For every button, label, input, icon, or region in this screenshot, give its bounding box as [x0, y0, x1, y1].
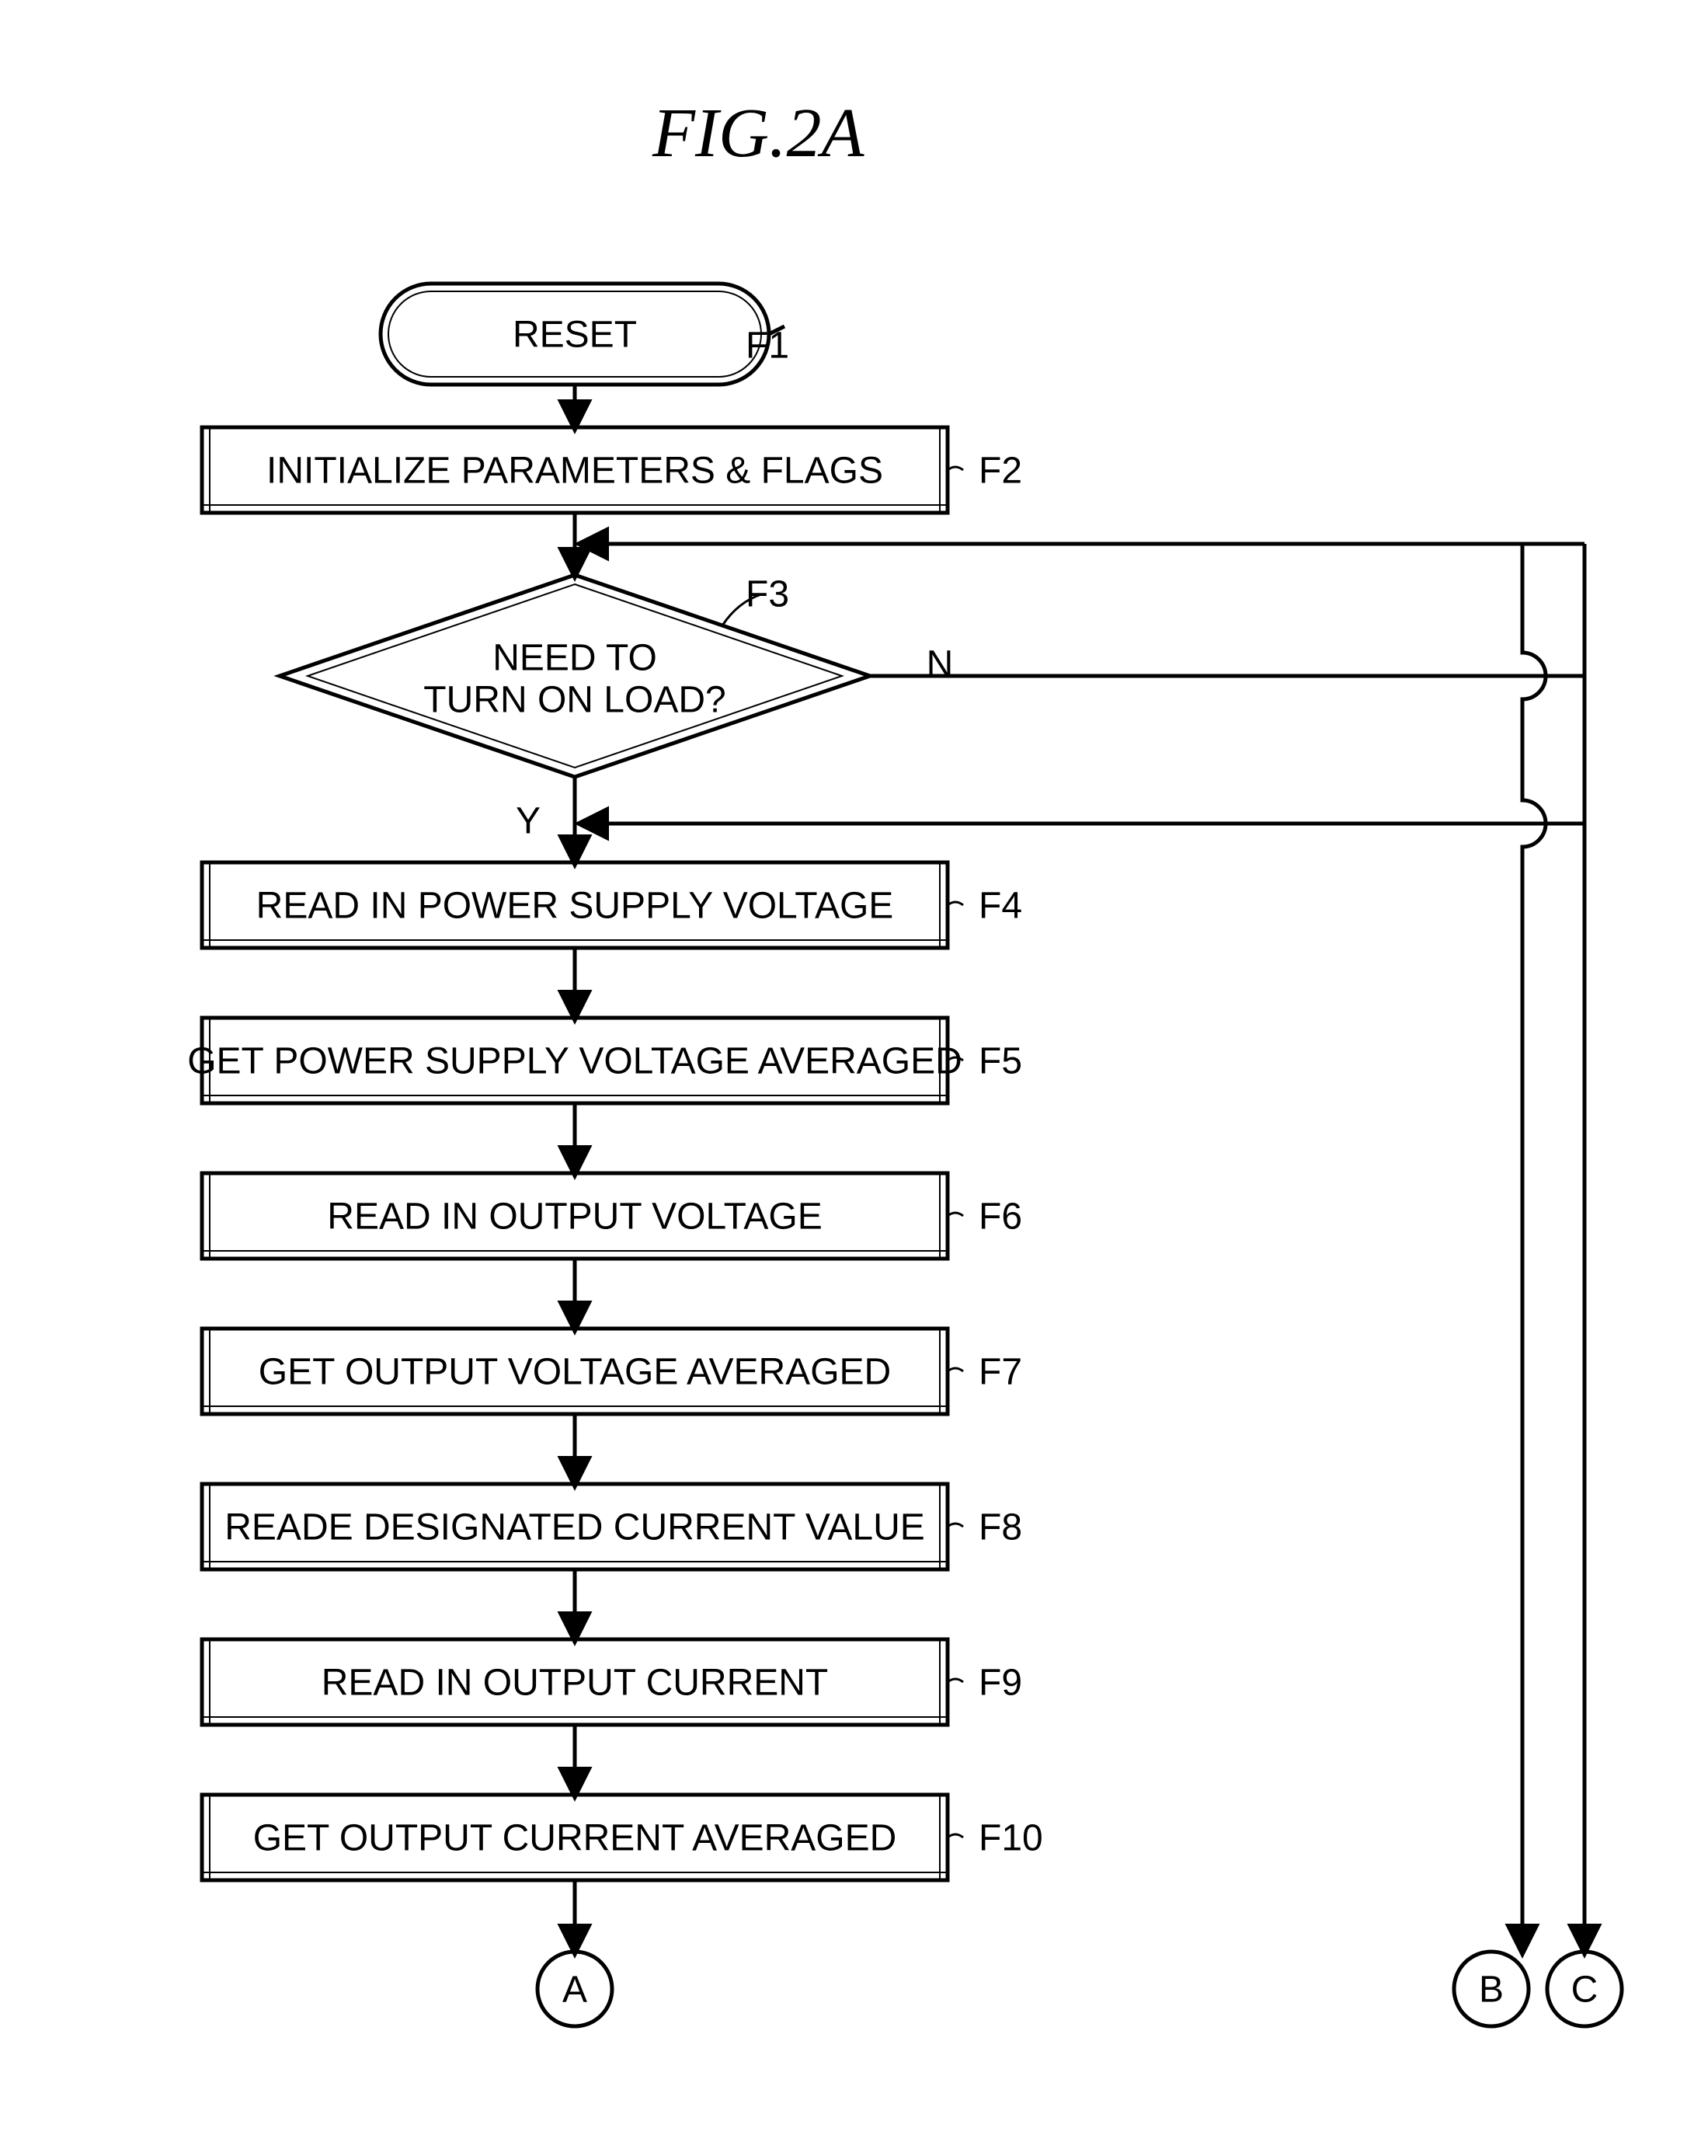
node-tag: F4	[979, 886, 1022, 927]
branch-label: Y	[516, 801, 541, 842]
process-label: READ IN POWER SUPPLY VOLTAGE	[256, 886, 894, 927]
node-tag: F5	[979, 1041, 1022, 1082]
process-label: GET POWER SUPPLY VOLTAGE AVERAGED	[187, 1041, 962, 1082]
connector-label: C	[1571, 1970, 1598, 2011]
process-label: READ IN OUTPUT VOLTAGE	[327, 1196, 822, 1238]
flowchart-canvas: RESET F1 INITIALIZE PARAMETERS & FLAGS F2 RE…	[0, 0, 1708, 2156]
node-tag: F8	[979, 1507, 1022, 1548]
node-tag: F7	[979, 1352, 1022, 1393]
node-tag: F10	[979, 1818, 1043, 1859]
process-label: READ IN OUTPUT CURRENT	[322, 1663, 828, 1704]
decision-label: NEED TO	[492, 638, 657, 679]
node-tag: F2	[979, 451, 1022, 492]
process-label: GET OUTPUT VOLTAGE AVERAGED	[259, 1352, 891, 1393]
branch-label: N	[927, 644, 954, 685]
connector-label: B	[1479, 1970, 1504, 2011]
connector-label: A	[562, 1970, 587, 2011]
node-tag: F9	[979, 1663, 1022, 1704]
flow-edge	[1522, 544, 1546, 1952]
process-label: GET OUTPUT CURRENT AVERAGED	[253, 1818, 897, 1859]
node-tag: F1	[746, 326, 789, 367]
node-tag: F3	[746, 574, 789, 615]
process-label: INITIALIZE PARAMETERS & FLAGS	[266, 451, 883, 492]
node-tag: F6	[979, 1196, 1022, 1238]
terminator-label: RESET	[513, 315, 637, 356]
decision-label: TURN ON LOAD?	[423, 680, 725, 721]
process-label: READE DESIGNATED CURRENT VALUE	[224, 1507, 925, 1548]
